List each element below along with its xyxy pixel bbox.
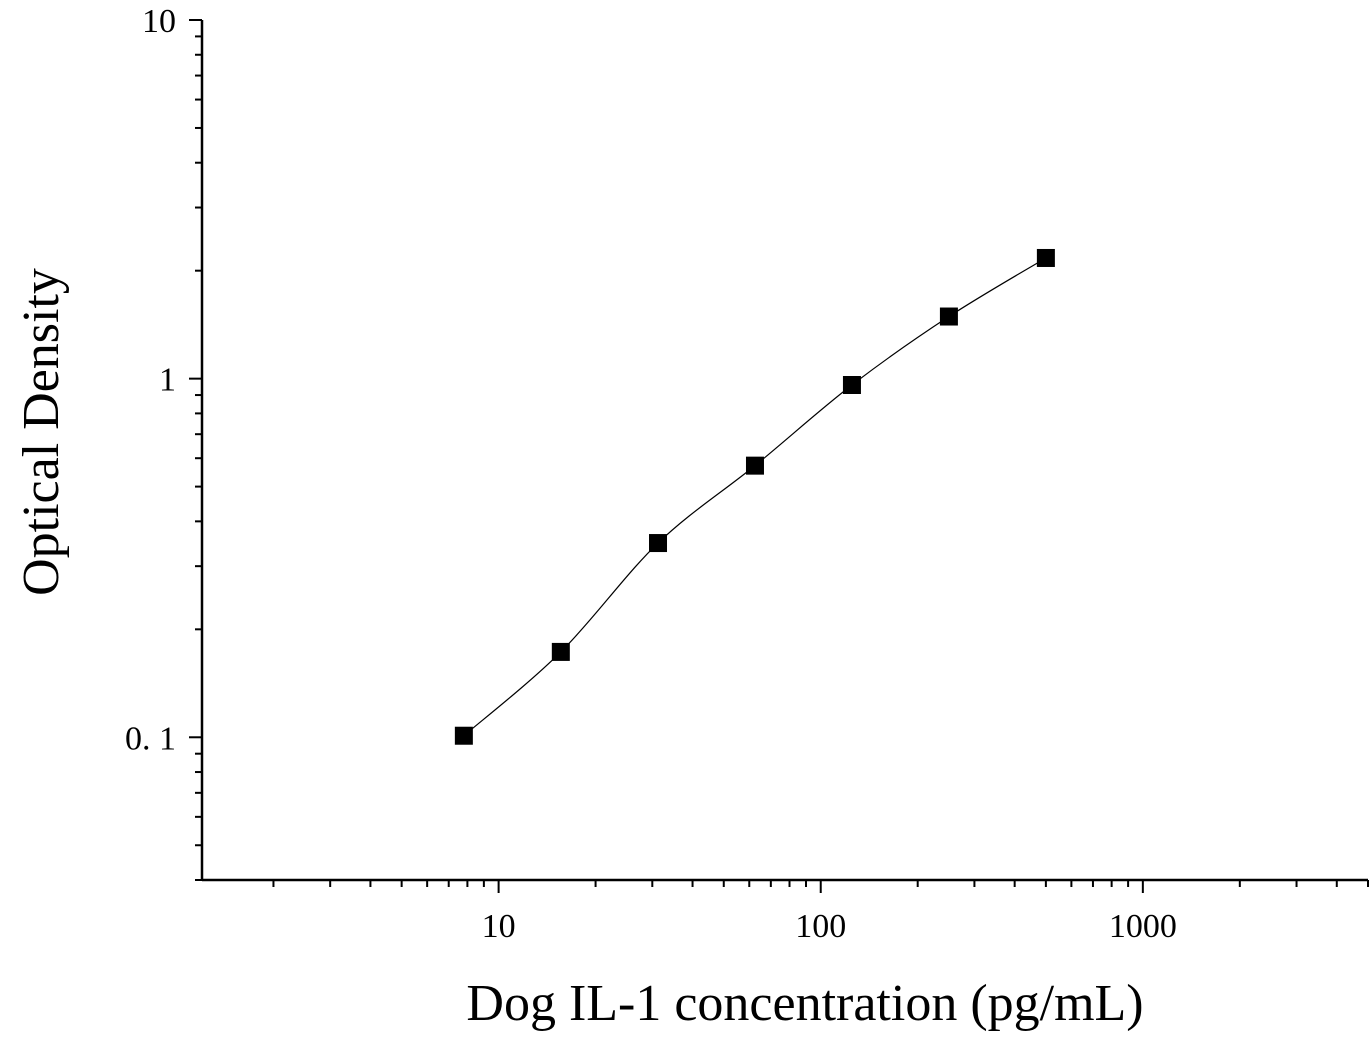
- y-axis-title: Optical Density: [13, 268, 70, 596]
- data-point: [454, 726, 473, 745]
- data-point: [551, 642, 570, 661]
- data-point: [745, 456, 764, 475]
- data-point: [1036, 248, 1055, 267]
- data-point: [649, 534, 668, 553]
- x-tick-label: 10: [482, 908, 516, 945]
- y-tick-label: 1: [159, 362, 176, 399]
- x-axis-title: Dog IL-1 concentration (pg/mL): [466, 975, 1143, 1032]
- y-tick-label: 0. 1: [125, 720, 176, 757]
- fit-curve: [463, 257, 1047, 737]
- x-tick-label: 100: [795, 908, 846, 945]
- x-tick-label: 1000: [1109, 908, 1177, 945]
- y-tick-label: 10: [142, 3, 176, 40]
- plot-area: 10 100 1000 0. 1 1 10: [125, 3, 1369, 945]
- data-point: [842, 375, 861, 394]
- data-point: [939, 307, 958, 326]
